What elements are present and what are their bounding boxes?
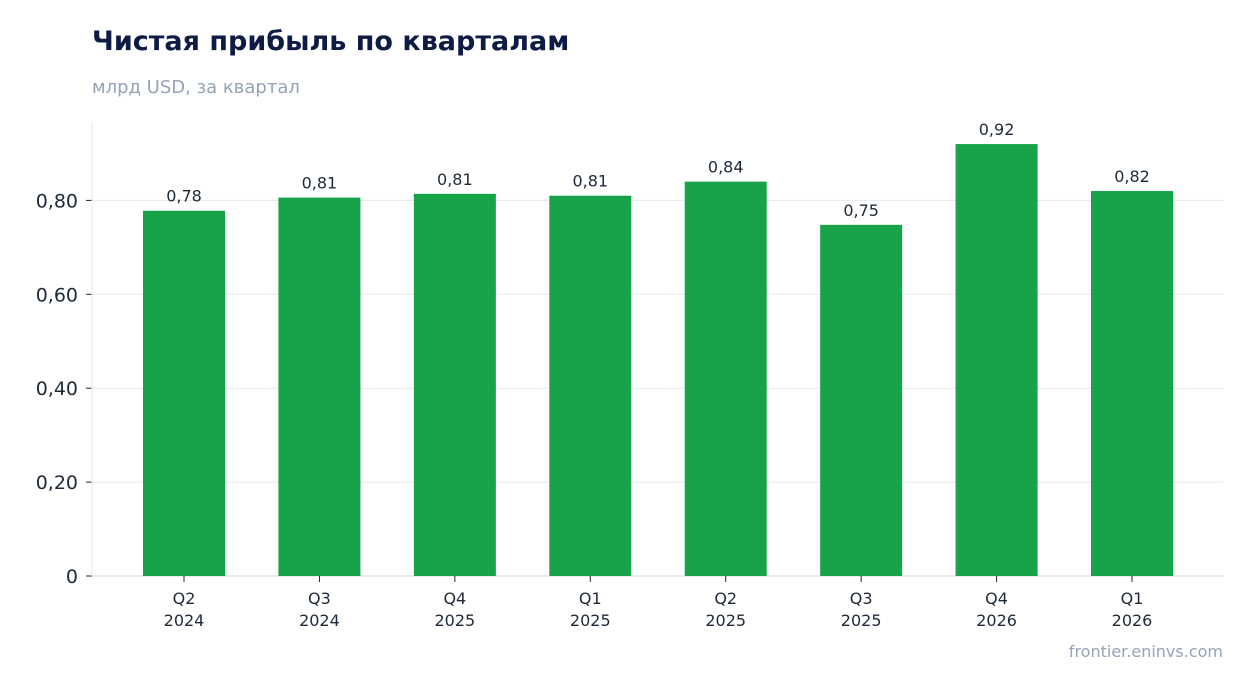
x-tick-label-quarter: Q1	[579, 589, 602, 608]
bar-value-label: 0,92	[979, 120, 1015, 139]
bar	[278, 197, 361, 576]
bar-value-label: 0,81	[572, 172, 608, 191]
x-tick-label-year: 2025	[570, 611, 611, 630]
bar	[549, 195, 632, 576]
bar	[1091, 191, 1173, 577]
bar	[143, 210, 225, 576]
x-tick-label-year: 2024	[299, 611, 340, 630]
bar	[413, 193, 496, 577]
x-tick-label-year: 2024	[164, 611, 205, 630]
x-tick-label-quarter: Q4	[985, 589, 1008, 608]
y-tick-label: 0,60	[36, 284, 78, 306]
bar	[820, 224, 903, 576]
x-tick-label-year: 2026	[1112, 611, 1153, 630]
bars	[143, 144, 1173, 577]
y-tick-labels: 0 0,20 0,40 0,60 0,80	[36, 190, 78, 588]
x-tick-label-year: 2025	[705, 611, 746, 630]
bar-value-label: 0,75	[843, 201, 879, 220]
x-tick-labels: Q2 2024 Q3 2024 Q4 2025 Q1 2025 Q2 2025 Q3 2025 Q4 20…	[164, 589, 1153, 630]
chart-title: Чистая прибыль по кварталам	[92, 26, 570, 57]
y-tick-label: 0,80	[36, 190, 78, 212]
source-credit: frontier.eninvs.com	[1068, 642, 1223, 661]
axes	[86, 122, 1223, 582]
bar-value-label: 0,82	[1114, 167, 1150, 186]
x-tick-label-year: 2025	[434, 611, 475, 630]
x-tick-label-quarter: Q1	[1121, 589, 1144, 608]
chart-subtitle: млрд USD, за квартал	[92, 77, 300, 98]
x-tick-label-quarter: Q2	[173, 589, 196, 608]
y-tick-label: 0,40	[36, 378, 78, 400]
x-tick-label-year: 2026	[976, 611, 1017, 630]
bar	[684, 181, 767, 576]
bar-value-label: 0,81	[437, 170, 473, 189]
bar-value-label: 0,84	[708, 158, 744, 177]
data-labels: 0,78 0,81 0,81 0,81 0,84 0,75 0,92 0,82	[166, 120, 1150, 220]
x-tick-label-quarter: Q3	[850, 589, 873, 608]
x-tick-label-quarter: Q4	[443, 589, 466, 608]
gridlines	[92, 199, 1223, 483]
x-tick-label-quarter: Q3	[308, 589, 331, 608]
y-tick-label: 0,20	[36, 472, 78, 494]
bar-value-label: 0,78	[166, 187, 202, 206]
x-tick-label-year: 2025	[841, 611, 882, 630]
x-tick-label-quarter: Q2	[714, 589, 737, 608]
bar	[955, 144, 1038, 577]
y-tick-label: 0	[66, 566, 78, 588]
bar-value-label: 0,81	[302, 174, 338, 193]
